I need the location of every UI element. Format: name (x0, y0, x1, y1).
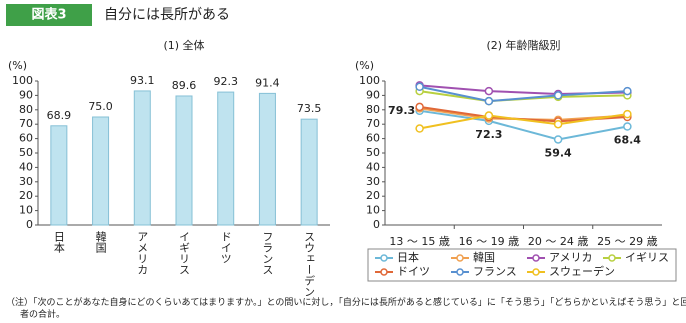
bar (300, 118, 318, 226)
x-tick-label: 25 ～ 29 歳 (597, 235, 657, 248)
y-tick-label: 40 (19, 160, 33, 173)
legend-label: アメリカ (549, 251, 592, 264)
bar (258, 92, 276, 226)
y-tick-label: 30 (366, 175, 380, 188)
legend-marker (380, 254, 388, 262)
marker (623, 122, 632, 131)
x-tick-label: 日本 (52, 231, 65, 254)
legend-marker (380, 268, 388, 276)
y-tick-label: 50 (366, 146, 380, 159)
legend-box (367, 248, 677, 282)
y-tick-label: 30 (19, 175, 33, 188)
x-tick-label: 16 ～ 19 歳 (459, 235, 519, 248)
legend-marker (532, 254, 540, 262)
legend-marker (456, 268, 464, 276)
y-tick-label: 90 (19, 88, 33, 101)
x-tick-label: フランス (261, 231, 274, 275)
marker (415, 102, 424, 112)
marker (484, 86, 494, 96)
marker (623, 109, 632, 119)
value-label: 72.3 (475, 128, 502, 141)
legend-label: イギリス (625, 251, 669, 264)
x-tick-label: アメリカ (136, 231, 149, 275)
y-tick-label: 70 (19, 117, 33, 130)
bar (92, 116, 110, 226)
chart-title: (2) 年齢階級別 (486, 38, 560, 52)
marker (484, 96, 494, 106)
y-tick-label: 100 (12, 74, 33, 87)
y-tick-label: 70 (366, 117, 380, 130)
value-label: 68.4 (614, 134, 641, 147)
x-tick-label: スウェーデン (303, 231, 316, 297)
y-tick-label: 80 (366, 103, 380, 116)
value-label: 89.6 (172, 79, 197, 92)
bar (175, 95, 193, 226)
page-title: 自分には長所がある (104, 7, 230, 23)
y-axis-label: (%) (355, 59, 374, 72)
bar (50, 125, 68, 226)
legend-label: 韓国 (473, 251, 495, 264)
y-tick-label: 0 (26, 218, 33, 231)
legend-marker (608, 254, 616, 262)
badge: 図表3 (31, 7, 66, 23)
marker (553, 91, 563, 100)
y-tick-label: 40 (366, 160, 380, 173)
value-label: 92.3 (213, 75, 238, 88)
value-label: 68.9 (47, 109, 72, 122)
x-tick-label: イギリス (178, 231, 191, 275)
x-tick-label: ドイツ (219, 231, 232, 264)
chart-title: (1) 全体 (163, 38, 204, 52)
y-tick-label: 20 (366, 189, 380, 202)
legend-label: 日本 (397, 250, 419, 264)
x-tick-label: 韓国 (94, 231, 107, 254)
value-label: 59.4 (545, 146, 572, 159)
value-label: 79.3 (388, 104, 415, 117)
legend-marker (456, 254, 464, 262)
bar (133, 90, 151, 226)
y-tick-label: 60 (19, 132, 33, 145)
y-tick-label: 60 (366, 132, 380, 145)
value-label: 73.5 (297, 102, 322, 115)
marker (484, 111, 494, 120)
value-label: 75.0 (88, 100, 113, 113)
y-tick-label: 0 (373, 218, 380, 231)
y-tick-label: 10 (19, 204, 33, 217)
bar (217, 91, 235, 226)
y-tick-label: 50 (19, 146, 33, 159)
badge-bg (6, 4, 92, 26)
y-tick-label: 10 (366, 204, 380, 217)
y-axis-label: (%) (8, 59, 27, 72)
series-line (419, 109, 628, 141)
legend-label: スウェーデン (549, 264, 615, 278)
series-line (419, 85, 628, 103)
note: （注）「次のことがあなた自身にどのくらいあてはまりますか。」との問いに対し，「自… (6, 296, 686, 320)
legend-marker (532, 268, 540, 276)
y-tick-label: 80 (19, 103, 33, 116)
y-tick-label: 20 (19, 189, 33, 202)
marker (415, 124, 424, 133)
marker (415, 82, 424, 92)
series-line (419, 113, 628, 130)
x-tick-label: 20 ～ 24 歳 (528, 235, 588, 248)
y-tick-label: 100 (359, 74, 380, 87)
marker (623, 86, 632, 96)
legend-label: ドイツ (397, 265, 430, 278)
marker (553, 119, 563, 129)
value-label: 93.1 (130, 74, 155, 87)
value-label: 91.4 (255, 76, 280, 89)
y-tick-label: 90 (366, 88, 380, 101)
marker (553, 135, 563, 144)
legend-label: フランス (473, 265, 517, 278)
x-tick-label: 13 ～ 15 歳 (389, 235, 449, 248)
